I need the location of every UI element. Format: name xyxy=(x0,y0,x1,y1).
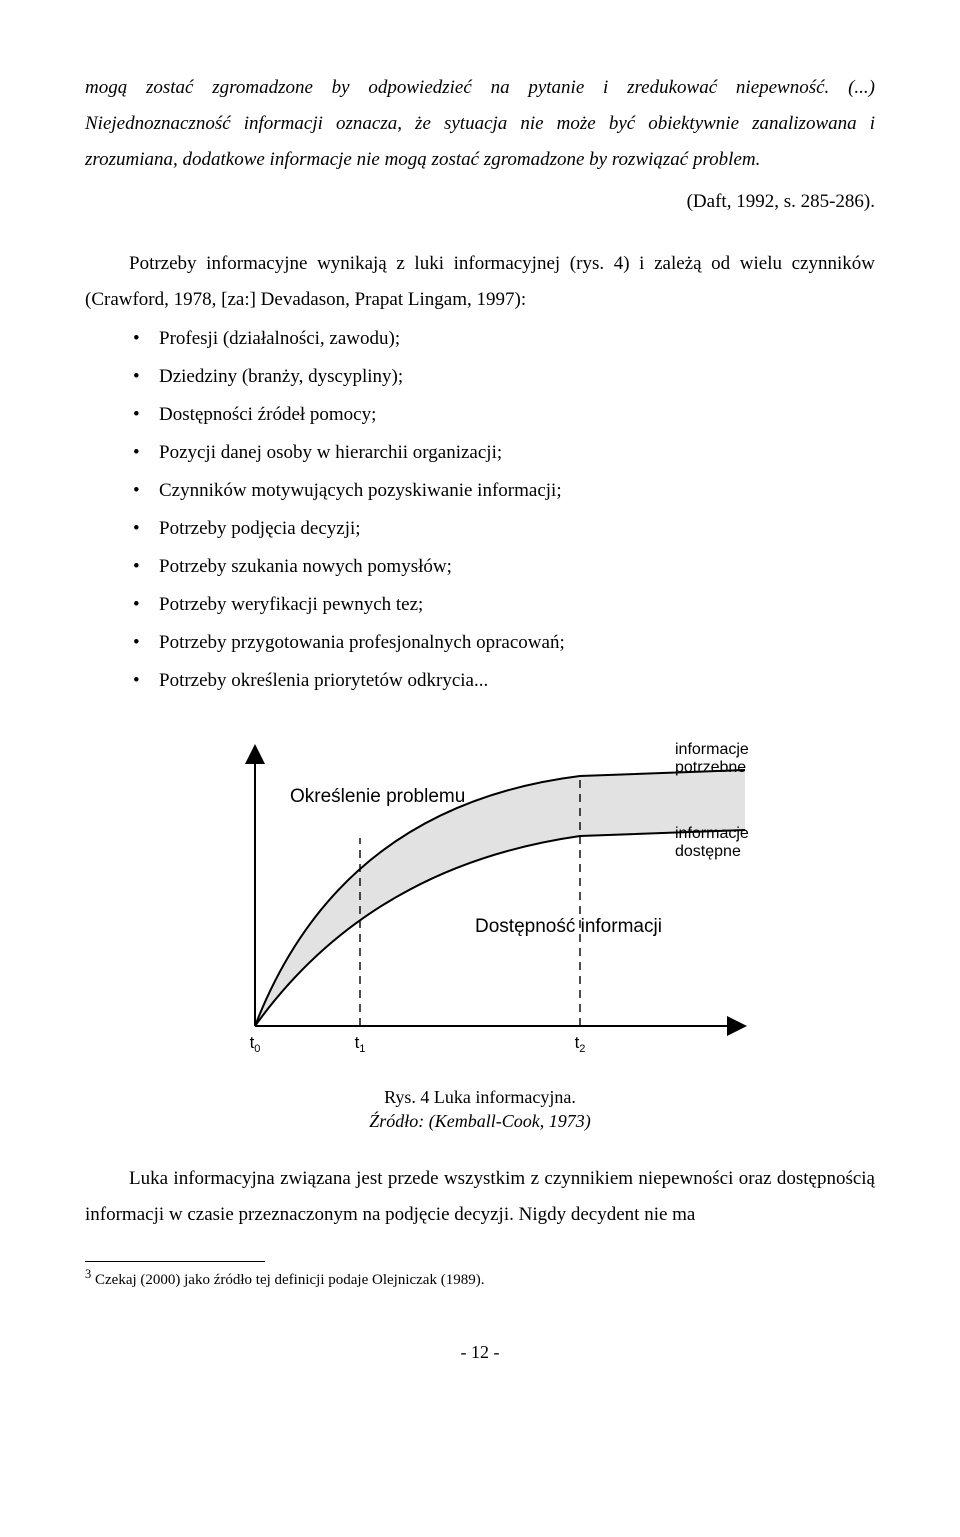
svg-text:informacje: informacje xyxy=(675,741,749,758)
list-item: Potrzeby szukania nowych pomysłów; xyxy=(159,549,875,585)
bullet-list: Profesji (działalności, zawodu);Dziedzin… xyxy=(85,321,875,700)
svg-text:t0: t0 xyxy=(250,1033,261,1055)
list-item: Potrzeby podjęcia decyzji; xyxy=(159,511,875,547)
list-item: Czynników motywujących pozyskiwanie info… xyxy=(159,473,875,509)
svg-text:Określenie problemu: Określenie problemu xyxy=(290,786,465,807)
svg-text:informacje: informacje xyxy=(675,825,749,842)
list-item: Potrzeby weryfikacji pewnych tez; xyxy=(159,587,875,623)
list-item: Dostępności źródeł pomocy; xyxy=(159,397,875,433)
svg-text:t2: t2 xyxy=(575,1033,586,1055)
footnote: 3 Czekaj (2000) jako źródło tej definicj… xyxy=(85,1266,875,1291)
svg-text:potrzebne: potrzebne xyxy=(675,759,746,776)
list-item: Dziedziny (branży, dyscypliny); xyxy=(159,359,875,395)
svg-text:t1: t1 xyxy=(355,1033,366,1055)
page-number: - 12 - xyxy=(85,1335,875,1369)
quote-paragraph: mogą zostać zgromadzone by odpowiedzieć … xyxy=(85,70,875,178)
list-item: Pozycji danej osoby w hierarchii organiz… xyxy=(159,435,875,471)
intro-paragraph: Potrzeby informacyjne wynikają z luki in… xyxy=(85,246,875,318)
figure-source: Źródło: (Kemball-Cook, 1973) xyxy=(85,1109,875,1133)
figure-container: t0 t1 t2 Określenie problemu Dostępność info… xyxy=(85,726,875,1079)
list-item: Profesji (działalności, zawodu); xyxy=(159,321,875,357)
information-gap-diagram: t0 t1 t2 Określenie problemu Dostępność info… xyxy=(200,726,760,1066)
svg-text:Dostępność informacji: Dostępność informacji xyxy=(475,916,662,937)
footnote-separator xyxy=(85,1261,265,1262)
quote-citation: (Daft, 1992, s. 285-286). xyxy=(85,184,875,220)
list-item: Potrzeby określenia priorytetów odkrycia… xyxy=(159,663,875,699)
closing-paragraph: Luka informacyjna związana jest przede w… xyxy=(85,1161,875,1233)
svg-text:dostępne: dostępne xyxy=(675,843,741,860)
figure-caption: Rys. 4 Luka informacyjna. xyxy=(85,1085,875,1109)
list-item: Potrzeby przygotowania profesjonalnych o… xyxy=(159,625,875,661)
footnote-text: Czekaj (2000) jako źródło tej definicji … xyxy=(91,1272,484,1288)
